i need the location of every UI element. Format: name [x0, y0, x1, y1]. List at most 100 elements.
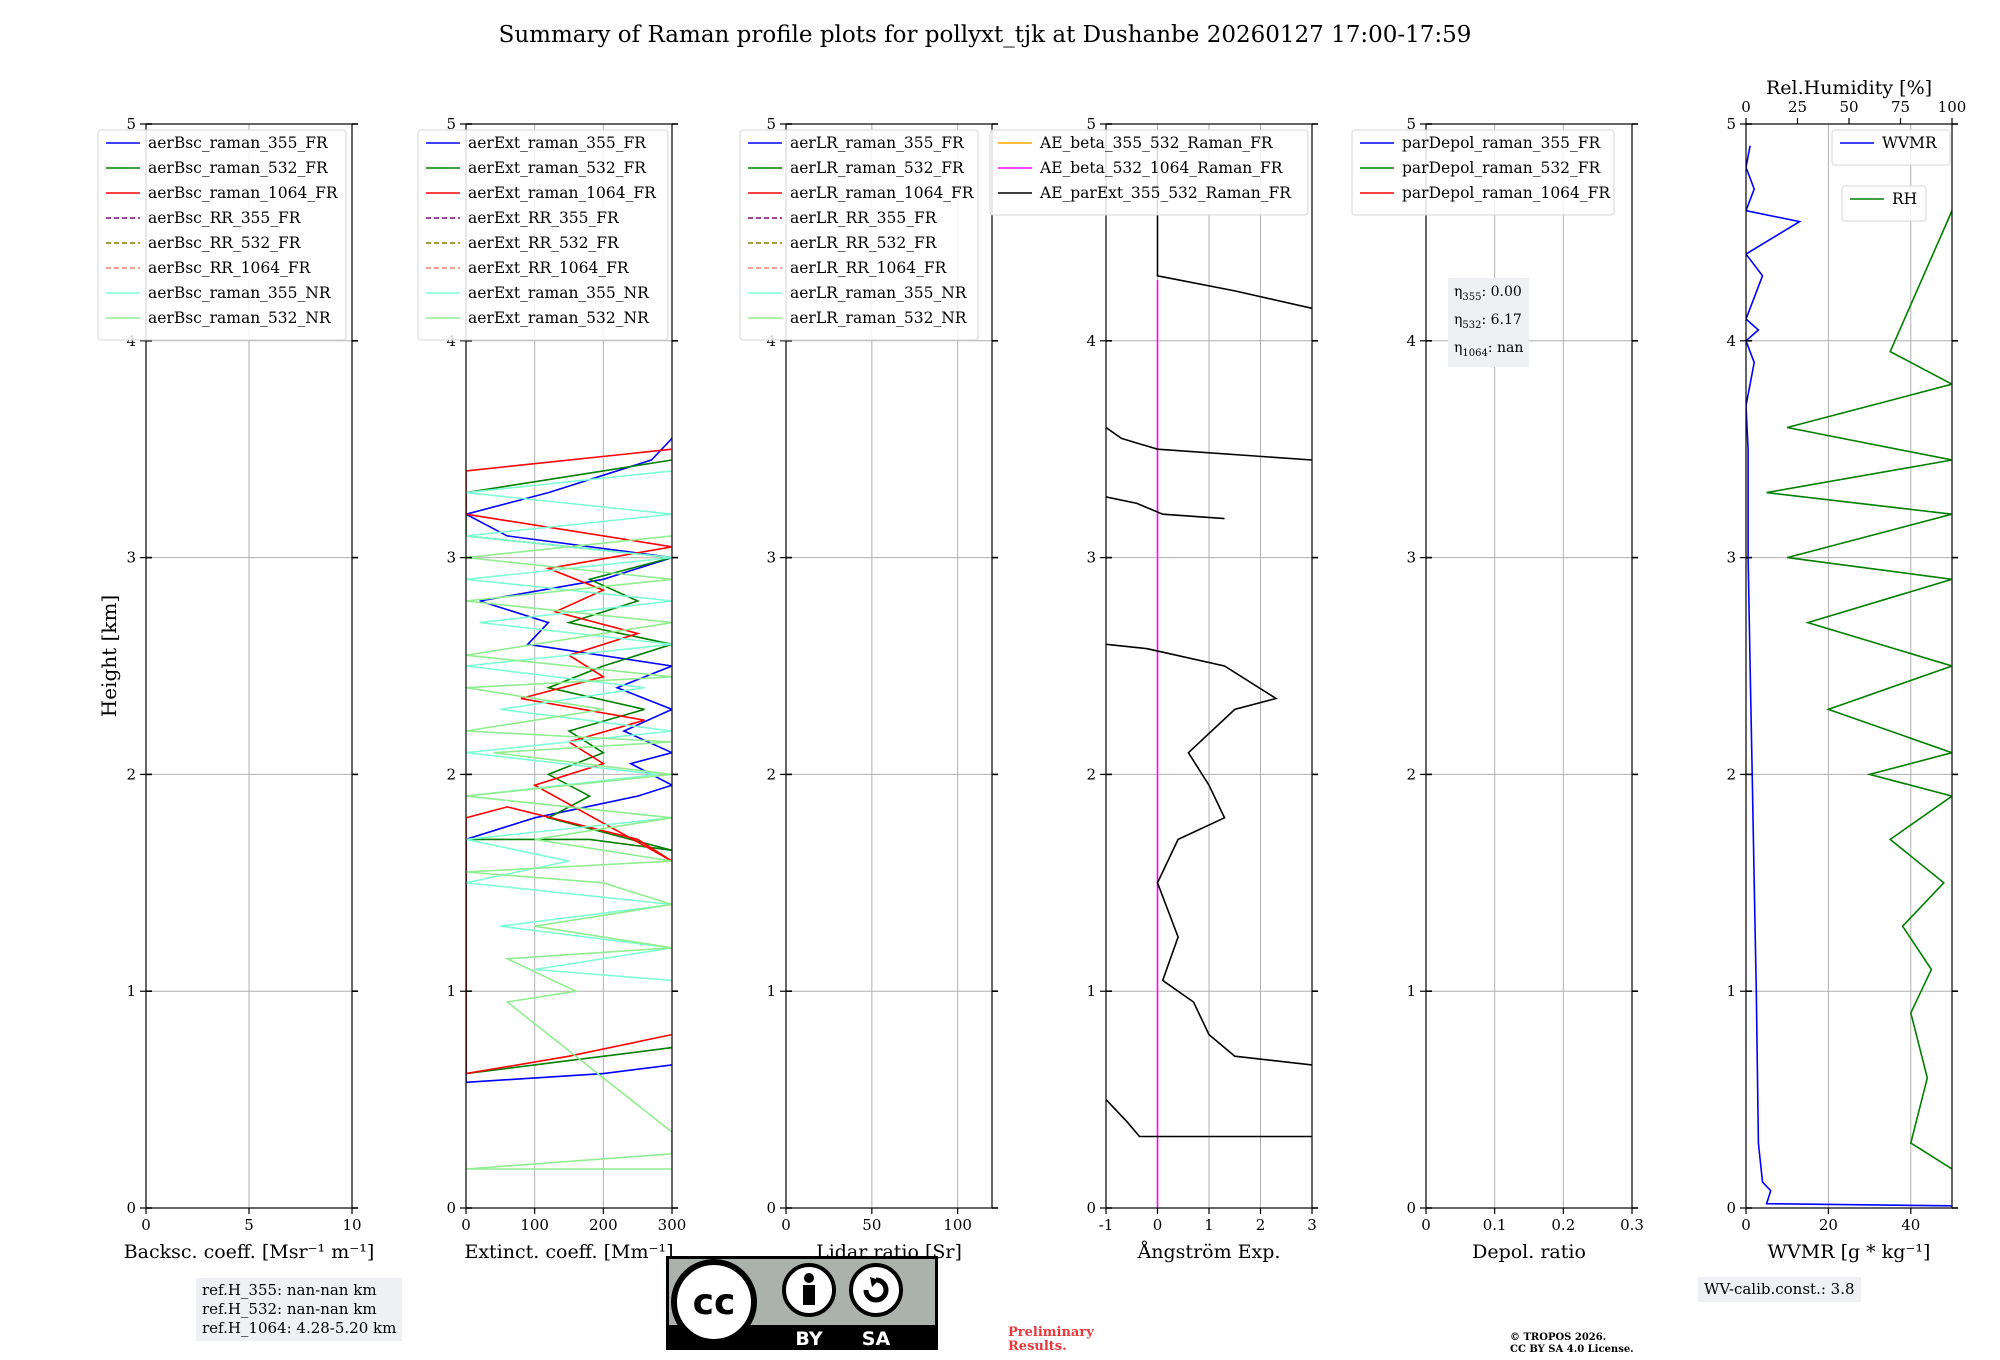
badge-by-label: BY [795, 1328, 822, 1350]
figure-title: Summary of Raman profile plots for polly… [499, 22, 1472, 48]
legend-box [1351, 129, 1615, 216]
y-tick-label: 1 [126, 982, 136, 1000]
axes-frame [1425, 123, 1633, 1209]
y-tick-label: 1 [1726, 982, 1736, 1000]
x-tick-label: 10 [342, 1216, 361, 1234]
x-tick-label: 0 [1153, 1216, 1163, 1234]
ref-height-532: ref.H_532: nan-nan km [202, 1300, 377, 1318]
legend-label: AE_beta_532_1064_Raman_FR [1039, 159, 1284, 177]
panel-bsc: 0 5 10 0 1 2 3 4 5 Backsc. coeff. [Msr⁻¹ m⁻¹] aerB… [97, 115, 375, 1263]
legend-box [739, 129, 979, 341]
legend-label: RH [1892, 190, 1917, 208]
top-x-tick-label: 25 [1788, 98, 1807, 116]
legend-ext: aerExt_raman_355_FR aerExt_raman_532_FRae… [417, 129, 669, 341]
ref-height-355: ref.H_355: nan-nan km [202, 1281, 377, 1299]
legend-label: aerBsc_raman_532_NR [148, 309, 332, 327]
x-tick-label: 5 [244, 1216, 254, 1234]
legend-label: aerLR_raman_532_NR [790, 309, 968, 327]
y-tick-label: 5 [446, 115, 456, 133]
legend-rh: RH [1841, 185, 1927, 222]
y-tick-label: 0 [1406, 1199, 1416, 1217]
panel-ext: 0 100 200 300 0 1 2 3 4 5 Extinct. coeff. [Mm⁻¹] ae… [417, 115, 687, 1263]
legend-box [1831, 129, 1951, 166]
x-tick-label: 100 [520, 1216, 549, 1234]
legend-label: aerExt_raman_532_FR [468, 159, 647, 177]
legend-label: aerExt_raman_1064_FR [468, 184, 657, 202]
legend-box [1841, 185, 1927, 222]
top-x-axis-label: Rel.Humidity [%] [1766, 77, 1932, 99]
top-x-tick-label: 0 [1741, 98, 1751, 116]
legend-label: aerLR_raman_355_NR [790, 284, 968, 302]
legend-label: aerBsc_RR_532_FR [148, 234, 302, 252]
legend-lr: aerLR_raman_355_FR aerLR_raman_532_FR aerL… [739, 129, 979, 341]
legend-label: aerExt_RR_532_FR [468, 234, 620, 252]
x-tick-label: 0 [1741, 1216, 1751, 1234]
x-tick-label: -1 [1099, 1216, 1114, 1234]
x-tick-label: 100 [943, 1216, 972, 1234]
y-tick-label: 4 [766, 332, 776, 350]
x-tick-label: 200 [589, 1216, 618, 1234]
y-tick-label: 3 [446, 549, 456, 567]
legend-label: aerLR_RR_1064_FR [790, 259, 948, 277]
y-tick-label: 2 [1726, 765, 1736, 783]
series-line-aerExt_raman_1064_FR [466, 448, 672, 1075]
y-tick-label: 4 [1406, 332, 1416, 350]
x-tick-label: 0 [461, 1216, 471, 1234]
y-tick-label: 3 [1726, 549, 1736, 567]
eta-355: η355: 0.00 [1454, 284, 1522, 303]
badge-sa-label: SA [862, 1328, 891, 1350]
legend-label: WVMR [1882, 134, 1938, 152]
legend-label: aerLR_raman_532_FR [790, 159, 965, 177]
legend-label: parDepol_raman_1064_FR [1402, 184, 1611, 202]
cc-license-badge[interactable]: cc BY SA [666, 1256, 938, 1350]
x-tick-label: 0 [141, 1216, 151, 1234]
axes-frame [1745, 123, 1953, 1209]
series-line-AE_parExt_355_532_Raman_FR [1106, 643, 1312, 1066]
y-tick-label: 5 [1726, 115, 1736, 133]
wv-calib-box: WV-calib.const.: 3.8 [1698, 1277, 1861, 1302]
legend-label: aerLR_raman_1064_FR [790, 184, 975, 202]
y-tick-label: 2 [446, 765, 456, 783]
y-axis-label: Height [km] [97, 595, 121, 717]
legend-label: AE_parExt_355_532_Raman_FR [1039, 184, 1292, 202]
axes-frame [465, 123, 673, 1209]
top-x-tick-label: 75 [1891, 98, 1910, 116]
legend-label: aerBsc_RR_1064_FR [148, 259, 312, 277]
y-tick-label: 4 [126, 332, 136, 350]
legend-label: aerLR_RR_532_FR [790, 234, 938, 252]
legend-label: aerExt_raman_355_FR [468, 134, 647, 152]
y-tick-label: 2 [126, 765, 136, 783]
x-axis-label: Depol. ratio [1472, 1241, 1586, 1263]
y-tick-label: 0 [1086, 1199, 1096, 1217]
x-tick-label: 40 [1901, 1216, 1920, 1234]
x-tick-label: 0.2 [1551, 1216, 1575, 1234]
series-line-AE_parExt_355_532_Raman_FR [1106, 426, 1312, 461]
panel-wv: 0 20 40 0 1 2 3 4 5 WVMR [g * kg⁻¹] 0 25 50 75 100 Rel.… [1726, 77, 1966, 1263]
sa-share-icon [849, 1263, 903, 1317]
y-tick-label: 1 [766, 982, 776, 1000]
eta-532: η532: 6.17 [1454, 311, 1522, 331]
series-line-WVMR [1746, 145, 1952, 1207]
x-tick-label: 300 [658, 1216, 687, 1234]
axes-frame [785, 123, 993, 1209]
y-tick-label: 0 [766, 1199, 776, 1217]
preliminary-results-note: Preliminary Results. [1008, 1325, 1094, 1354]
y-tick-label: 2 [1406, 765, 1416, 783]
x-tick-label: 0.1 [1483, 1216, 1507, 1234]
x-tick-label: 0.3 [1620, 1216, 1644, 1234]
y-tick-label: 5 [766, 115, 776, 133]
y-tick-label: 2 [766, 765, 776, 783]
x-tick-label: 0 [781, 1216, 791, 1234]
x-tick-label: 1 [1204, 1216, 1214, 1234]
legend-label: aerBsc_raman_532_FR [148, 159, 329, 177]
legend-label: aerBsc_raman_1064_FR [148, 184, 339, 202]
series-line-aerExt_raman_532_NR [466, 535, 672, 1170]
wv-calib-const: WV-calib.const.: 3.8 [1704, 1280, 1855, 1298]
y-tick-label: 1 [1406, 982, 1416, 1000]
panel-depol: 0 0.1 0.2 0.3 0 1 2 3 4 5 Depol. ratio parDepol_ram… [1351, 115, 1644, 1263]
legend-label: aerExt_raman_532_NR [468, 309, 650, 327]
legend-box [989, 129, 1309, 216]
x-tick-label: 50 [862, 1216, 881, 1234]
x-axis-label: Backsc. coeff. [Msr⁻¹ m⁻¹] [124, 1241, 375, 1263]
